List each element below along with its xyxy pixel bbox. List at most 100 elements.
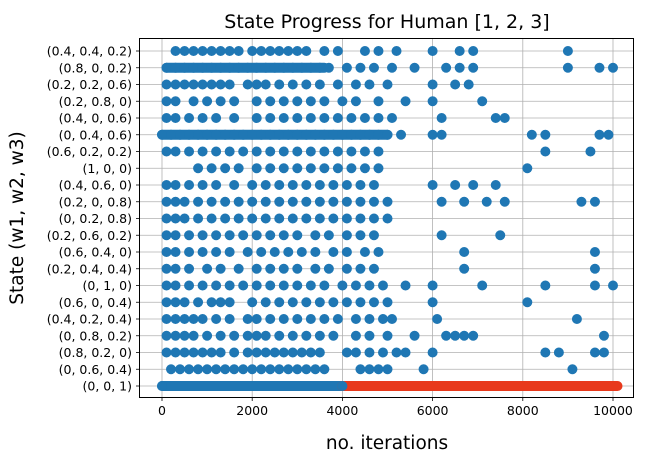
data-point xyxy=(355,129,366,140)
data-point xyxy=(175,129,186,140)
data-point xyxy=(283,46,294,56)
data-point xyxy=(170,113,181,123)
data-point xyxy=(608,280,618,291)
data-point xyxy=(292,280,303,291)
data-point xyxy=(184,113,195,123)
data-point xyxy=(157,129,167,140)
data-point xyxy=(337,280,348,291)
data-point xyxy=(296,247,307,257)
data-point xyxy=(188,96,199,107)
data-point xyxy=(359,113,370,123)
data-point xyxy=(323,230,334,241)
data-point xyxy=(161,263,172,274)
data-point xyxy=(314,297,325,308)
data-point xyxy=(274,196,285,207)
y-tick-label: (0.2, 0, 0.8) xyxy=(59,194,132,209)
data-point xyxy=(170,79,181,90)
y-tick-label: (0.6, 0.2, 0.2) xyxy=(47,144,132,159)
data-point xyxy=(359,46,370,56)
data-point xyxy=(247,364,258,375)
data-point xyxy=(161,347,172,358)
data-point xyxy=(441,330,452,341)
data-point xyxy=(368,263,379,274)
data-point xyxy=(202,330,213,341)
data-point xyxy=(224,46,235,56)
data-point xyxy=(161,297,172,308)
data-point xyxy=(193,163,204,174)
data-point xyxy=(260,79,271,90)
plot-frame xyxy=(139,38,634,398)
data-point xyxy=(373,146,384,157)
data-point xyxy=(278,314,289,324)
chart-title: State Progress for Human [1, 2, 3] xyxy=(224,11,549,33)
data-point xyxy=(170,347,181,358)
data-point xyxy=(427,347,438,358)
data-point xyxy=(238,364,249,375)
data-point xyxy=(337,381,348,391)
data-point xyxy=(364,330,375,341)
data-point xyxy=(202,129,213,140)
data-point xyxy=(287,347,298,358)
data-point xyxy=(409,330,420,341)
data-point xyxy=(206,163,217,174)
data-point xyxy=(269,247,280,257)
data-point xyxy=(341,347,352,358)
data-point xyxy=(382,196,393,207)
data-point xyxy=(265,113,276,123)
data-point xyxy=(373,96,384,107)
data-point xyxy=(301,330,312,341)
data-point xyxy=(314,180,325,190)
data-point xyxy=(170,196,181,207)
data-point xyxy=(589,263,600,274)
data-point xyxy=(328,330,339,341)
data-point xyxy=(206,297,217,308)
data-point xyxy=(260,180,271,190)
data-point xyxy=(278,230,289,241)
data-point xyxy=(197,347,208,358)
data-point xyxy=(220,163,231,174)
data-point xyxy=(278,62,289,73)
data-point xyxy=(454,46,465,56)
data-point xyxy=(265,129,276,140)
data-point xyxy=(265,230,276,241)
data-point xyxy=(260,297,271,308)
data-point xyxy=(305,163,316,174)
data-point xyxy=(359,146,370,157)
data-point xyxy=(301,364,312,375)
data-point xyxy=(319,46,330,56)
data-point xyxy=(373,46,384,56)
data-point xyxy=(608,62,618,73)
data-point xyxy=(202,263,213,274)
data-point xyxy=(459,196,470,207)
x-tick-label: 2000 xyxy=(236,403,268,418)
data-point xyxy=(373,247,384,257)
data-point xyxy=(427,46,438,56)
data-point xyxy=(188,330,199,341)
data-point xyxy=(251,163,262,174)
data-point xyxy=(319,146,330,157)
data-point xyxy=(355,213,366,224)
data-point xyxy=(427,297,438,308)
data-point xyxy=(170,330,181,341)
data-point xyxy=(211,230,222,241)
data-point xyxy=(170,247,181,257)
data-point xyxy=(260,347,271,358)
y-tick-label: (1, 0, 0) xyxy=(82,161,132,176)
data-point xyxy=(161,196,172,207)
x-tick-label: 4000 xyxy=(326,403,358,418)
data-point xyxy=(589,247,600,257)
data-point xyxy=(197,79,208,90)
data-point xyxy=(202,364,213,375)
data-point xyxy=(603,129,614,140)
dense-run xyxy=(157,381,348,391)
data-point xyxy=(179,330,190,341)
data-point xyxy=(242,62,253,73)
data-point xyxy=(355,263,366,274)
data-point xyxy=(459,330,470,341)
data-point xyxy=(197,113,208,123)
data-point xyxy=(337,96,348,107)
data-point xyxy=(296,347,307,358)
data-point xyxy=(441,62,452,73)
data-point xyxy=(364,347,375,358)
data-point xyxy=(211,180,222,190)
